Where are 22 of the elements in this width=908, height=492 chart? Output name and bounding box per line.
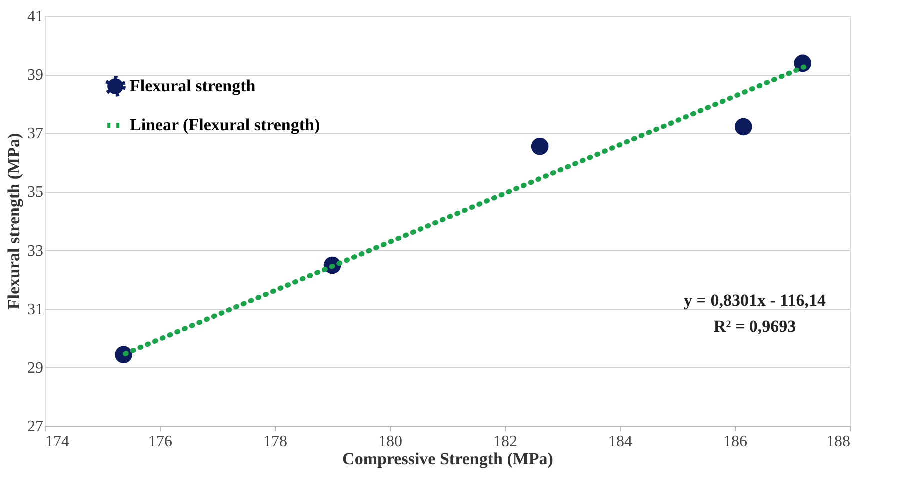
legend-label: Linear (Flexural strength) [130, 116, 320, 134]
x-tick-label: 178 [264, 434, 288, 450]
y-tick-label: 29 [28, 360, 44, 377]
x-tick-label: 176 [148, 434, 172, 450]
y-tick-label: 31 [28, 301, 44, 318]
y-tick-label: 33 [28, 242, 44, 260]
legend-label: Flexural strength [130, 76, 256, 96]
y-tick-label: 39 [28, 67, 44, 84]
x-tick-label: 182 [494, 434, 518, 450]
x-tick-label: 180 [378, 434, 402, 450]
y-tick-label: 37 [28, 126, 44, 143]
y-axis-title: Flexural strength (MPa) [4, 133, 24, 310]
x-tick-label: 184 [608, 434, 632, 450]
y-tick-label: 27 [28, 418, 44, 436]
annotation: y = 0,8301x - 116,14 [684, 291, 826, 310]
y-tick-label: 35 [28, 184, 44, 202]
x-tick-label: 188 [826, 434, 850, 450]
y-tick-label: 41 [28, 8, 44, 26]
x-axis-title: Compressive Strength (MPa) [342, 450, 554, 468]
annotation: R² = 0,9693 [714, 317, 796, 336]
x-tick-label: 186 [724, 434, 748, 450]
x-tick-label: 174 [46, 434, 70, 450]
